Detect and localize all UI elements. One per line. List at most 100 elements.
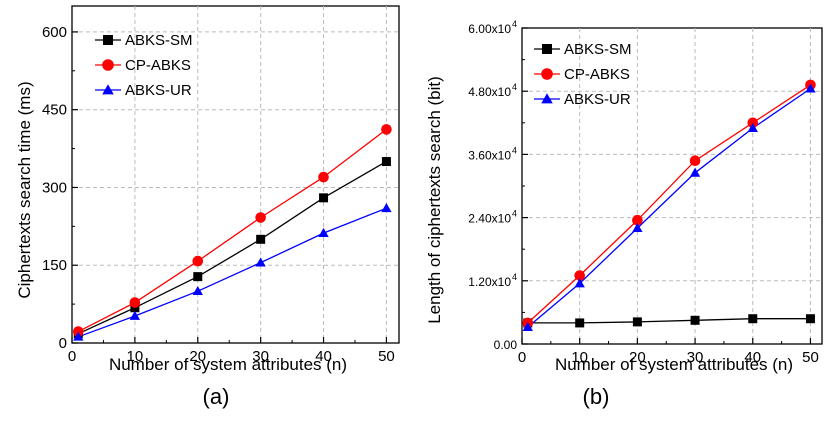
data-point-abks-sm xyxy=(690,315,700,325)
data-point-cp-abks xyxy=(574,270,585,281)
data-point-abks-ur xyxy=(574,278,585,288)
data-point-abks-ur xyxy=(689,167,701,177)
legend-label: ABKS-SM xyxy=(564,41,632,58)
y-tick-exponent: 4 xyxy=(512,272,517,282)
data-point-abks-sm xyxy=(575,318,585,328)
data-point-abks-ur xyxy=(381,203,392,213)
data-point-abks-ur xyxy=(632,222,643,233)
y-tick-label: 4.80x10 xyxy=(468,85,511,99)
data-point-abks-sm xyxy=(193,272,203,282)
data-point-abks-sm xyxy=(805,314,815,324)
y-tick-labels: 0.001.20x10 42.40x10 43.60x10 44.80x10 46.00… xyxy=(468,19,517,352)
y-tick-label: 0 xyxy=(59,335,67,352)
data-point-cp-abks xyxy=(381,124,392,135)
legend-label: ABKS-UR xyxy=(564,91,631,108)
legend-label: ABKS-UR xyxy=(125,82,192,99)
data-point-cp-abks xyxy=(318,171,329,183)
legend: ABKS-SM CP-ABKS ABKS-UR xyxy=(534,41,632,108)
x-tick-label: 40 xyxy=(315,348,332,365)
tick-marks xyxy=(71,31,388,344)
y-tick-label: 3.60x10 xyxy=(468,148,511,162)
data-point-abks-ur xyxy=(73,331,84,341)
data-point-cp-abks xyxy=(689,155,701,167)
data-point-abks-sm xyxy=(319,193,329,203)
y-tick-exponent: 4 xyxy=(512,145,517,155)
panel-label: (b) xyxy=(583,384,610,409)
x-axis-label: Number of system attributes (n) xyxy=(555,355,793,374)
plot-area xyxy=(521,27,823,345)
legend-label: CP-ABKS xyxy=(125,57,191,74)
data-point-cp-abks xyxy=(72,326,84,337)
y-tick-label: 1.20x10 xyxy=(468,275,511,289)
x-tick-label: 0 xyxy=(68,348,76,365)
legend-marker xyxy=(102,84,114,95)
series-line-cp-abks xyxy=(527,84,811,324)
data-point-abks-sm xyxy=(256,234,266,244)
y-tick-label: 300 xyxy=(42,179,67,196)
x-tick-label: 50 xyxy=(378,348,395,365)
x-tick-labels: 0 10 20 30 40 50 xyxy=(68,348,395,365)
series-lines xyxy=(78,128,387,338)
y-tick-label: 150 xyxy=(42,257,67,274)
x-tick-label: 40 xyxy=(744,349,761,366)
y-axis-label: Ciphertexts search time (ms) xyxy=(15,81,34,298)
y-axis-label: Length of ciphertexts search (bit) xyxy=(425,76,444,324)
y-tick-label: 600 xyxy=(42,24,67,41)
data-point-cp-abks xyxy=(192,255,204,267)
y-tick-exponent: 4 xyxy=(512,209,517,219)
legend-label: CP-ABKS xyxy=(564,66,630,83)
x-tick-label: 10 xyxy=(571,349,588,366)
chart-panel-b: 0.001.20x10 42.40x10 43.60x10 44.80x10 46.00… xyxy=(425,19,823,409)
data-point-abks-ur xyxy=(318,227,329,237)
data-point-cp-abks xyxy=(632,214,643,226)
data-point-abks-sm xyxy=(632,317,642,327)
tick-marks xyxy=(521,27,812,345)
series-line-abks-ur xyxy=(78,207,387,338)
legend: ABKS-SM CP-ABKS ABKS-UR xyxy=(95,32,193,99)
y-tick-label: 6.00x10 xyxy=(468,22,511,36)
x-tick-label: 50 xyxy=(802,349,819,366)
data-point-cp-abks xyxy=(255,212,266,223)
x-tick-labels: 0 10 20 30 40 50 xyxy=(518,349,819,366)
x-tick-label: 20 xyxy=(189,348,206,365)
x-axis-label: Number of system attributes (n) xyxy=(109,355,347,374)
data-point-abks-ur xyxy=(129,310,141,320)
data-point-abks-ur xyxy=(522,321,533,332)
data-point-abks-ur xyxy=(192,285,203,296)
y-tick-label: 0.00 xyxy=(494,338,518,352)
series-markers xyxy=(522,79,816,332)
legend-label: ABKS-SM xyxy=(125,32,193,49)
y-tick-exponent: 4 xyxy=(512,82,517,92)
data-point-abks-ur xyxy=(747,122,758,132)
x-tick-label: 20 xyxy=(629,349,646,366)
plot-area xyxy=(71,5,400,344)
series-markers xyxy=(72,124,392,341)
legend-marker xyxy=(103,35,113,45)
data-point-abks-sm xyxy=(381,157,391,167)
series-lines xyxy=(527,84,811,328)
y-tick-labels: 0 150 300 450 600 xyxy=(42,24,67,352)
chart-panel-a: 0 150 300 450 600 0 10 20 30 40 50 Ciphertexts se… xyxy=(15,5,400,409)
legend-marker xyxy=(102,59,114,71)
data-point-abks-ur xyxy=(255,257,266,267)
panel-label: (a) xyxy=(203,384,230,409)
x-tick-label: 10 xyxy=(127,348,144,365)
series-line-abks-ur xyxy=(527,88,811,328)
series-line-abks-sm xyxy=(78,160,387,335)
data-point-abks-ur xyxy=(805,83,816,93)
x-tick-label: 30 xyxy=(252,348,269,365)
series-line-cp-abks xyxy=(78,128,387,333)
data-point-cp-abks xyxy=(129,297,141,308)
y-tick-exponent: 4 xyxy=(512,19,517,29)
y-tick-label: 2.40x10 xyxy=(468,212,511,226)
x-tick-label: 0 xyxy=(518,349,526,366)
data-point-cp-abks xyxy=(747,117,759,129)
legend-marker xyxy=(541,68,553,80)
data-point-abks-sm xyxy=(748,314,758,324)
legend-marker xyxy=(542,44,552,54)
series-line-abks-sm xyxy=(527,318,811,324)
x-tick-label: 30 xyxy=(687,349,704,366)
y-tick-label: 450 xyxy=(42,102,67,119)
legend-marker xyxy=(541,93,553,104)
